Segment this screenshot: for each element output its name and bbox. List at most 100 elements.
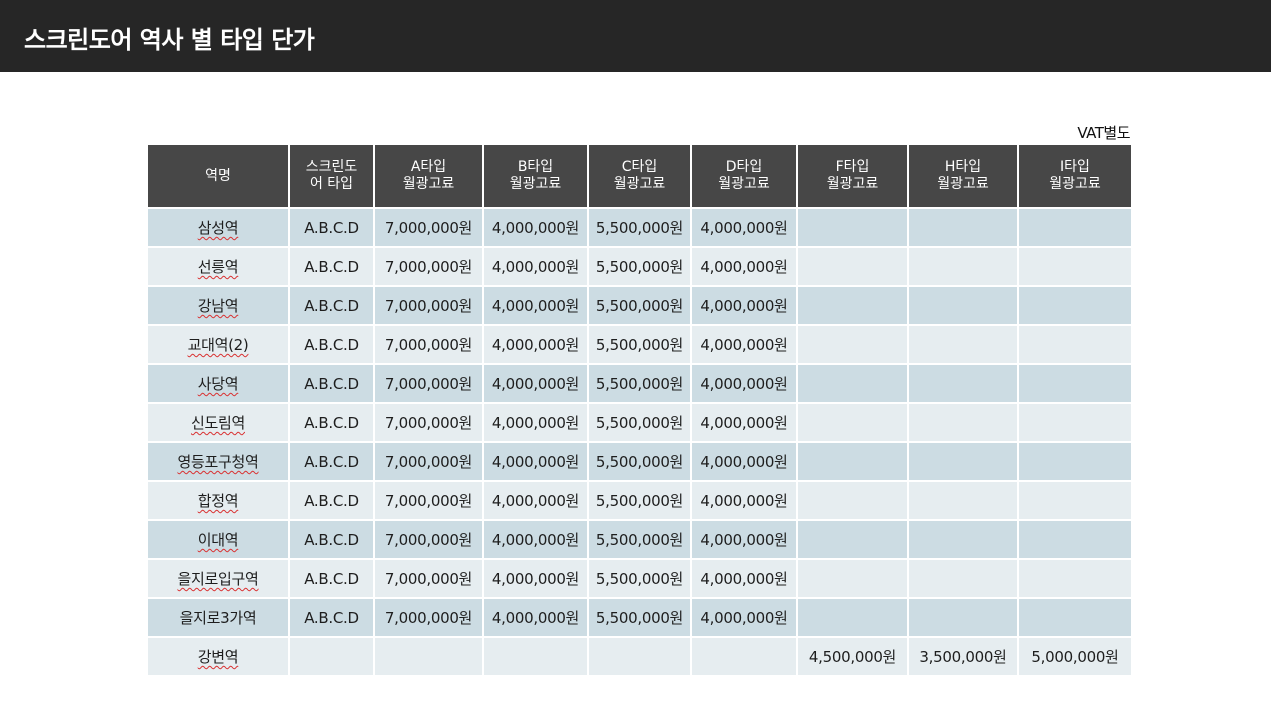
price-cell: [798, 482, 909, 521]
price-cell: [484, 638, 589, 677]
price-cell: [798, 209, 909, 248]
column-header-line2: 월광고료: [509, 176, 562, 192]
price-cell: [909, 326, 1019, 365]
table-body: 삼성역 A.B.C.D 7,000,000원 4,000,000원 5,500,000원…: [148, 209, 1131, 677]
column-header-line1: C타입: [621, 159, 658, 175]
price-cell: 4,000,000원: [692, 209, 798, 248]
price-cell: [375, 638, 484, 677]
price-cell: 7,000,000원: [375, 248, 484, 287]
price-cell: [1019, 404, 1131, 443]
price-cell: 4,000,000원: [484, 287, 589, 326]
station-cell: 합정역: [148, 482, 290, 521]
price-cell: 3,500,000원: [909, 638, 1019, 677]
price-cell: 5,500,000원: [589, 482, 692, 521]
price-cell: [798, 443, 909, 482]
table-row: 신도림역 A.B.C.D 7,000,000원 4,000,000원 5,500,000…: [148, 404, 1131, 443]
price-cell: [1019, 248, 1131, 287]
price-cell: 5,500,000원: [589, 560, 692, 599]
price-table: 역명 스크린도 어 타입 A타입 월광고료 B타입 월광고료 C타입 월광고료 D타입 월광고료 F타…: [148, 145, 1131, 677]
price-cell: A.B.C.D: [290, 287, 375, 326]
price-cell: [798, 521, 909, 560]
station-cell: 교대역(2): [148, 326, 290, 365]
table-header-row: 역명 스크린도 어 타입 A타입 월광고료 B타입 월광고료 C타입 월광고료 D타입 월광고료 F타…: [148, 145, 1131, 209]
column-header-line2: 월광고료: [402, 176, 455, 192]
station-name: 신도림역: [190, 414, 245, 432]
column-header: C타입 월광고료: [589, 145, 692, 209]
price-cell: 7,000,000원: [375, 365, 484, 404]
station-name: 이대역: [197, 531, 239, 549]
price-cell: [1019, 482, 1131, 521]
vat-note: VAT별도: [1077, 124, 1130, 142]
table-row: 을지로입구역 A.B.C.D 7,000,000원 4,000,000원 5,500,0…: [148, 560, 1131, 599]
price-cell: [909, 443, 1019, 482]
price-cell: 7,000,000원: [375, 404, 484, 443]
column-header-line1: D타입: [725, 159, 763, 175]
column-header: D타입 월광고료: [692, 145, 798, 209]
price-cell: [909, 599, 1019, 638]
price-cell: [798, 560, 909, 599]
station-name: 선릉역: [197, 258, 239, 276]
price-cell: A.B.C.D: [290, 365, 375, 404]
price-cell: A.B.C.D: [290, 560, 375, 599]
station-cell: 을지로3가역: [148, 599, 290, 638]
station-name: 강남역: [197, 297, 239, 315]
price-cell: 7,000,000원: [375, 287, 484, 326]
column-header-line2: 월광고료: [613, 176, 666, 192]
price-cell: A.B.C.D: [290, 209, 375, 248]
price-cell: [909, 287, 1019, 326]
station-cell: 강변역: [148, 638, 290, 677]
price-cell: 5,500,000원: [589, 326, 692, 365]
price-cell: 4,000,000원: [484, 365, 589, 404]
price-cell: 4,000,000원: [484, 248, 589, 287]
price-cell: [798, 365, 909, 404]
price-cell: [1019, 326, 1131, 365]
price-cell: 4,000,000원: [484, 404, 589, 443]
price-cell: 5,500,000원: [589, 248, 692, 287]
price-cell: 4,000,000원: [484, 560, 589, 599]
column-header: H타입 월광고료: [909, 145, 1019, 209]
price-cell: [798, 404, 909, 443]
price-cell: 4,000,000원: [692, 482, 798, 521]
price-cell: 4,000,000원: [692, 443, 798, 482]
price-cell: 7,000,000원: [375, 521, 484, 560]
price-cell: A.B.C.D: [290, 326, 375, 365]
column-header: I타입 월광고료: [1019, 145, 1131, 209]
price-cell: 4,000,000원: [484, 209, 589, 248]
station-cell: 영등포구청역: [148, 443, 290, 482]
price-cell: 5,000,000원: [1019, 638, 1131, 677]
station-cell: 신도림역: [148, 404, 290, 443]
page-title: 스크린도어 역사 별 타입 단가: [24, 26, 315, 54]
price-cell: A.B.C.D: [290, 404, 375, 443]
table-row: 영등포구청역 A.B.C.D 7,000,000원 4,000,000원 5,500,0…: [148, 443, 1131, 482]
price-cell: 5,500,000원: [589, 599, 692, 638]
column-header-line1: 역명: [205, 167, 231, 184]
price-cell: [1019, 209, 1131, 248]
station-name: 영등포구청역: [177, 453, 259, 471]
price-cell: A.B.C.D: [290, 599, 375, 638]
price-cell: A.B.C.D: [290, 248, 375, 287]
table-row: 강변역 4,500,000원 3,500,000원 5,000,000원: [148, 638, 1131, 677]
column-header-line1: A타입: [410, 159, 447, 175]
price-cell: 7,000,000원: [375, 560, 484, 599]
price-cell: [589, 638, 692, 677]
price-cell: 4,000,000원: [692, 365, 798, 404]
station-name: 을지로입구역: [177, 570, 259, 588]
price-cell: [798, 287, 909, 326]
column-header-line2: 어 타입: [309, 176, 354, 192]
column-header-line1: B타입: [517, 159, 554, 175]
price-cell: 4,000,000원: [484, 599, 589, 638]
table-row: 선릉역 A.B.C.D 7,000,000원 4,000,000원 5,500,000원…: [148, 248, 1131, 287]
price-cell: 4,000,000원: [484, 482, 589, 521]
price-cell: 5,500,000원: [589, 404, 692, 443]
station-cell: 삼성역: [148, 209, 290, 248]
station-name: 강변역: [197, 648, 239, 666]
station-name: 교대역(2): [187, 336, 249, 354]
price-cell: 5,500,000원: [589, 521, 692, 560]
price-cell: 5,500,000원: [589, 443, 692, 482]
table-row: 합정역 A.B.C.D 7,000,000원 4,000,000원 5,500,000원…: [148, 482, 1131, 521]
station-cell: 사당역: [148, 365, 290, 404]
price-cell: 5,500,000원: [589, 209, 692, 248]
price-cell: 4,000,000원: [692, 248, 798, 287]
price-cell: [909, 482, 1019, 521]
price-cell: [692, 638, 798, 677]
